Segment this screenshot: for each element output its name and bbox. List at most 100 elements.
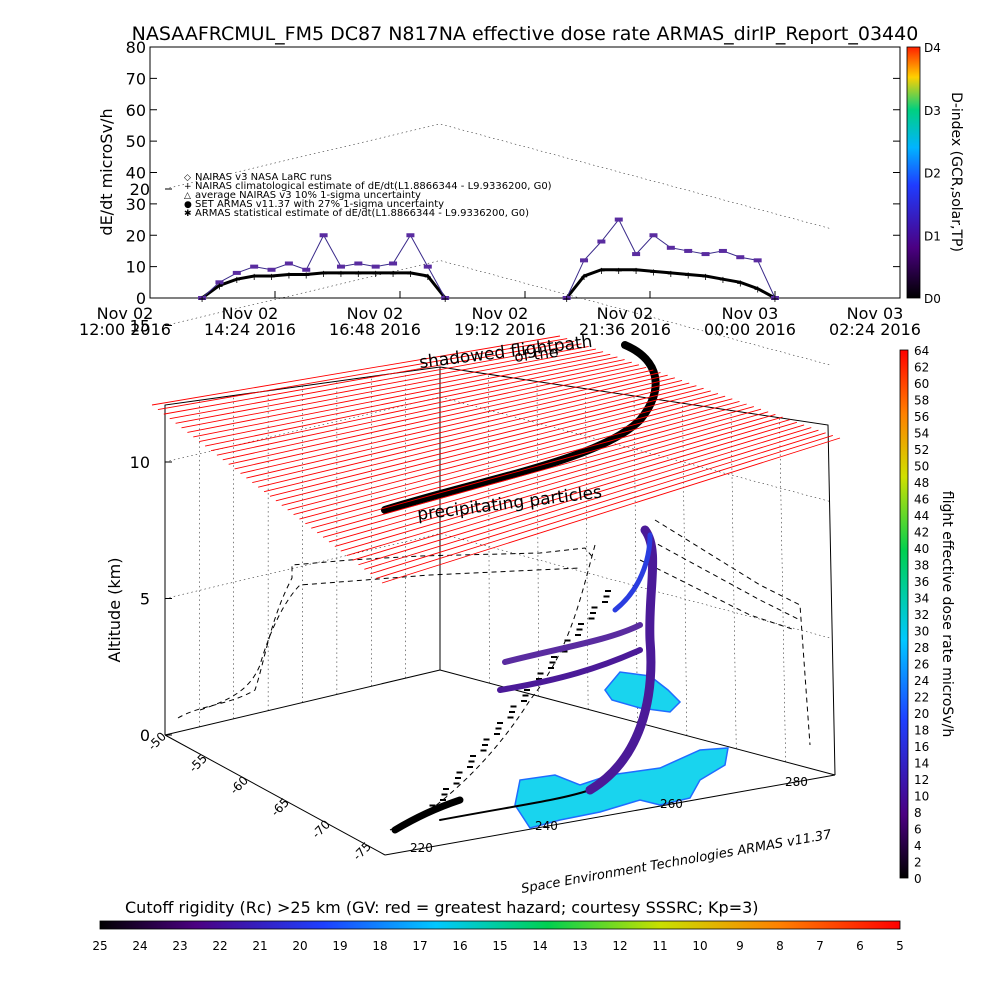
z-tick-label: 20 [130,180,150,199]
dose-tick: 0 [914,872,922,886]
rigidity-hatch [157,338,568,411]
dose-tick: 58 [914,394,929,408]
z-tick-label: 0 [140,726,150,745]
d-index-axis: D0 D1 D2 D3 D4 [924,41,941,306]
armas-point [562,296,571,300]
y-tick-label: 30 [126,195,146,214]
ground-mark [443,788,449,790]
altitude-axis: 0 5 10 15 20 [130,180,172,745]
rc-tick: 13 [572,939,587,953]
rigidity-hatch [358,427,812,566]
rigidity-hatch [311,406,754,529]
rigidity-hatch [334,416,783,547]
rc-tick: 12 [612,939,627,953]
dose-tick: 52 [914,443,929,457]
latitude-tick: -70 [309,817,333,841]
grid-line [536,381,539,697]
armas-point [753,258,762,263]
ground-mark [602,601,608,603]
nairas-point: + [354,269,362,280]
longitude-tick: 280 [785,775,808,789]
rigidity-hatch [340,419,790,552]
nairas-point: + [597,266,605,277]
rc-tick: 11 [652,939,667,953]
nairas-point: + [371,269,379,280]
grid-line [682,403,688,736]
ground-mark [429,804,436,807]
y-tick-label: 0 [136,289,146,308]
legend-symbol: + [184,182,192,192]
legend-label: average NAIRAS v3 10% 1-sigma uncertaint… [195,190,421,201]
latitude-tick: -65 [268,795,292,819]
rigidity-hatch [252,380,683,484]
rigidity-hatch [187,351,604,433]
latitude-tick: -60 [227,773,251,797]
ground-mark [456,771,463,774]
d-index-tick: D4 [924,41,941,55]
armas-point [336,264,345,269]
x-tick-label: Nov 02 [472,304,529,323]
x-tick-label: Nov 02 [597,304,654,323]
rigidity-hatch [263,385,697,493]
rc-tick: 18 [372,939,387,953]
legend-label: ARMAS statistical estimate of dE/dt(L1.8… [195,208,529,219]
dose-tick: 12 [914,773,929,787]
rigidity-hatch [322,411,769,538]
ground-mark [467,766,473,768]
nairas-point: + [753,285,761,296]
trajectory-panel: shadowed flightpath of the precipitating… [105,123,955,897]
dose-rate-label: flight effective dose rate microSv/h [939,491,955,737]
dose-tick: 8 [914,806,922,820]
dose-tick: 14 [914,757,929,771]
nairas-point: + [580,272,588,283]
ground-mark [509,711,515,713]
armas-point [302,267,311,272]
nairas-point: + [198,294,206,305]
rigidity-hatch [281,393,719,506]
nairas-point: + [441,294,449,305]
d-index-tick: D1 [924,229,941,243]
armas-point [771,296,779,300]
z-tick-label: 15 [130,317,150,336]
rc-tick: 21 [252,939,267,953]
armas-point [354,261,363,266]
nairas-point: + [632,266,640,277]
dose-tick: 2 [914,856,922,870]
rigidity-hatch [364,429,819,570]
dose-tick: 36 [914,575,929,589]
annotation-of-the: of the [513,343,559,366]
projected-tracks [177,519,811,831]
dose-tick: 16 [914,740,929,754]
legend-label: SET ARMAS v11.37 with 27% 1-sigma uncert… [195,199,444,210]
rigidity-hatch [381,437,841,584]
nairas-point: + [285,270,293,281]
x-tick-label: 19:12 2016 [454,320,546,339]
nairas-point: + [771,294,779,305]
rigidity-hatch [293,398,733,515]
x-tick-label: 12:00 2016 [79,320,171,339]
armas-point [614,217,623,222]
armas-point [406,233,415,238]
dose-tick: 46 [914,493,929,507]
ground-mark [480,749,487,752]
latitude-tick: -55 [186,751,210,775]
nairas-point: + [337,269,345,280]
latitude-tick: -75 [350,839,374,863]
rigidity-hatch [151,335,561,406]
dose-tick: 18 [914,724,929,738]
rigidity-hatch [228,369,654,465]
dose-rate-colorbar [899,349,909,879]
rigidity-hatch [199,356,618,442]
rc-tick: 20 [292,939,307,953]
armas-point [684,248,693,253]
ground-mark [483,738,490,741]
x-tick-label: 00:00 2016 [704,320,796,339]
dose-tick: 34 [914,592,929,606]
ground-mark [578,623,584,625]
armas-point [250,264,259,269]
cutoff-rigidity-bar: Cutoff rigidity (Rc) >25 km (GV: red = g… [92,898,903,953]
ground-mark [548,667,554,669]
y-axis-label: dE/dt microSv/h [97,108,116,235]
rigidity-hatch [163,340,575,415]
ground-mark [575,634,581,636]
